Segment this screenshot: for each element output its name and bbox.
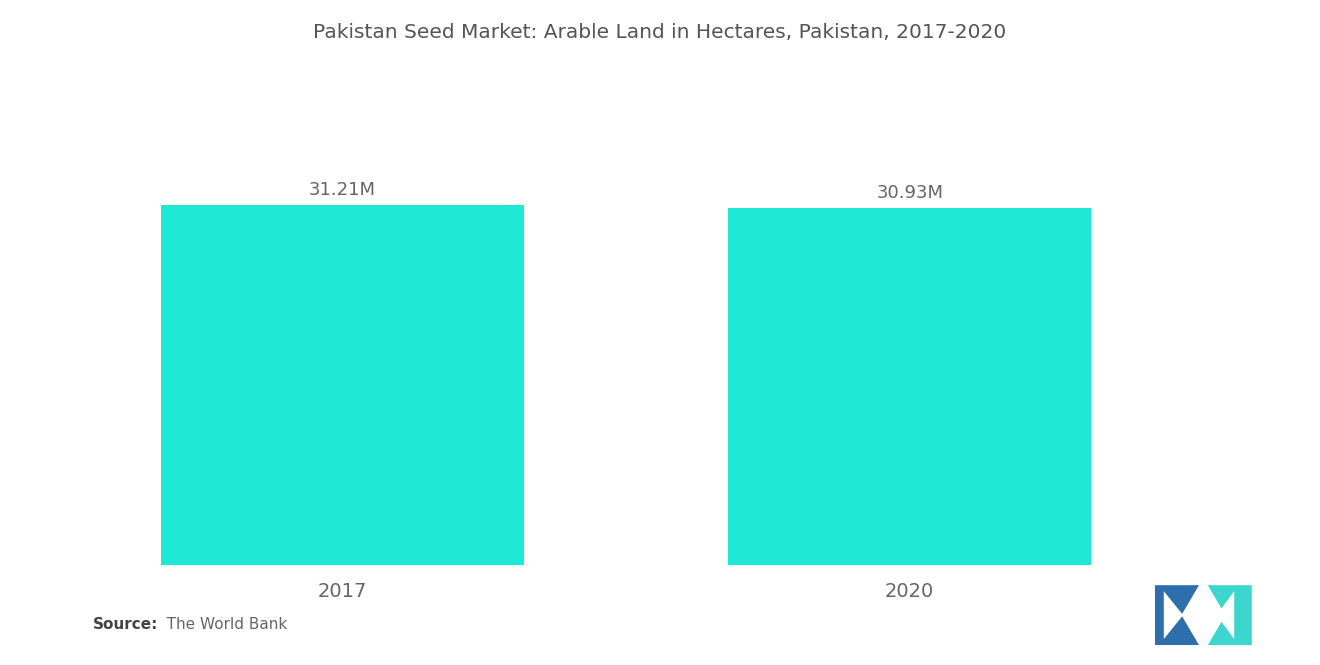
Polygon shape [1164,591,1183,639]
Polygon shape [1217,591,1234,639]
Bar [729,207,1092,565]
Title: Pakistan Seed Market: Arable Land in Hectares, Pakistan, 2017-2020: Pakistan Seed Market: Arable Land in Hec… [313,23,1007,42]
Text: The World Bank: The World Bank [152,616,286,632]
Text: 30.93M: 30.93M [876,184,944,202]
Polygon shape [1155,585,1199,645]
Polygon shape [1208,585,1251,645]
Text: Source:: Source: [92,616,158,632]
Text: 31.21M: 31.21M [309,181,376,199]
Bar [161,205,524,565]
